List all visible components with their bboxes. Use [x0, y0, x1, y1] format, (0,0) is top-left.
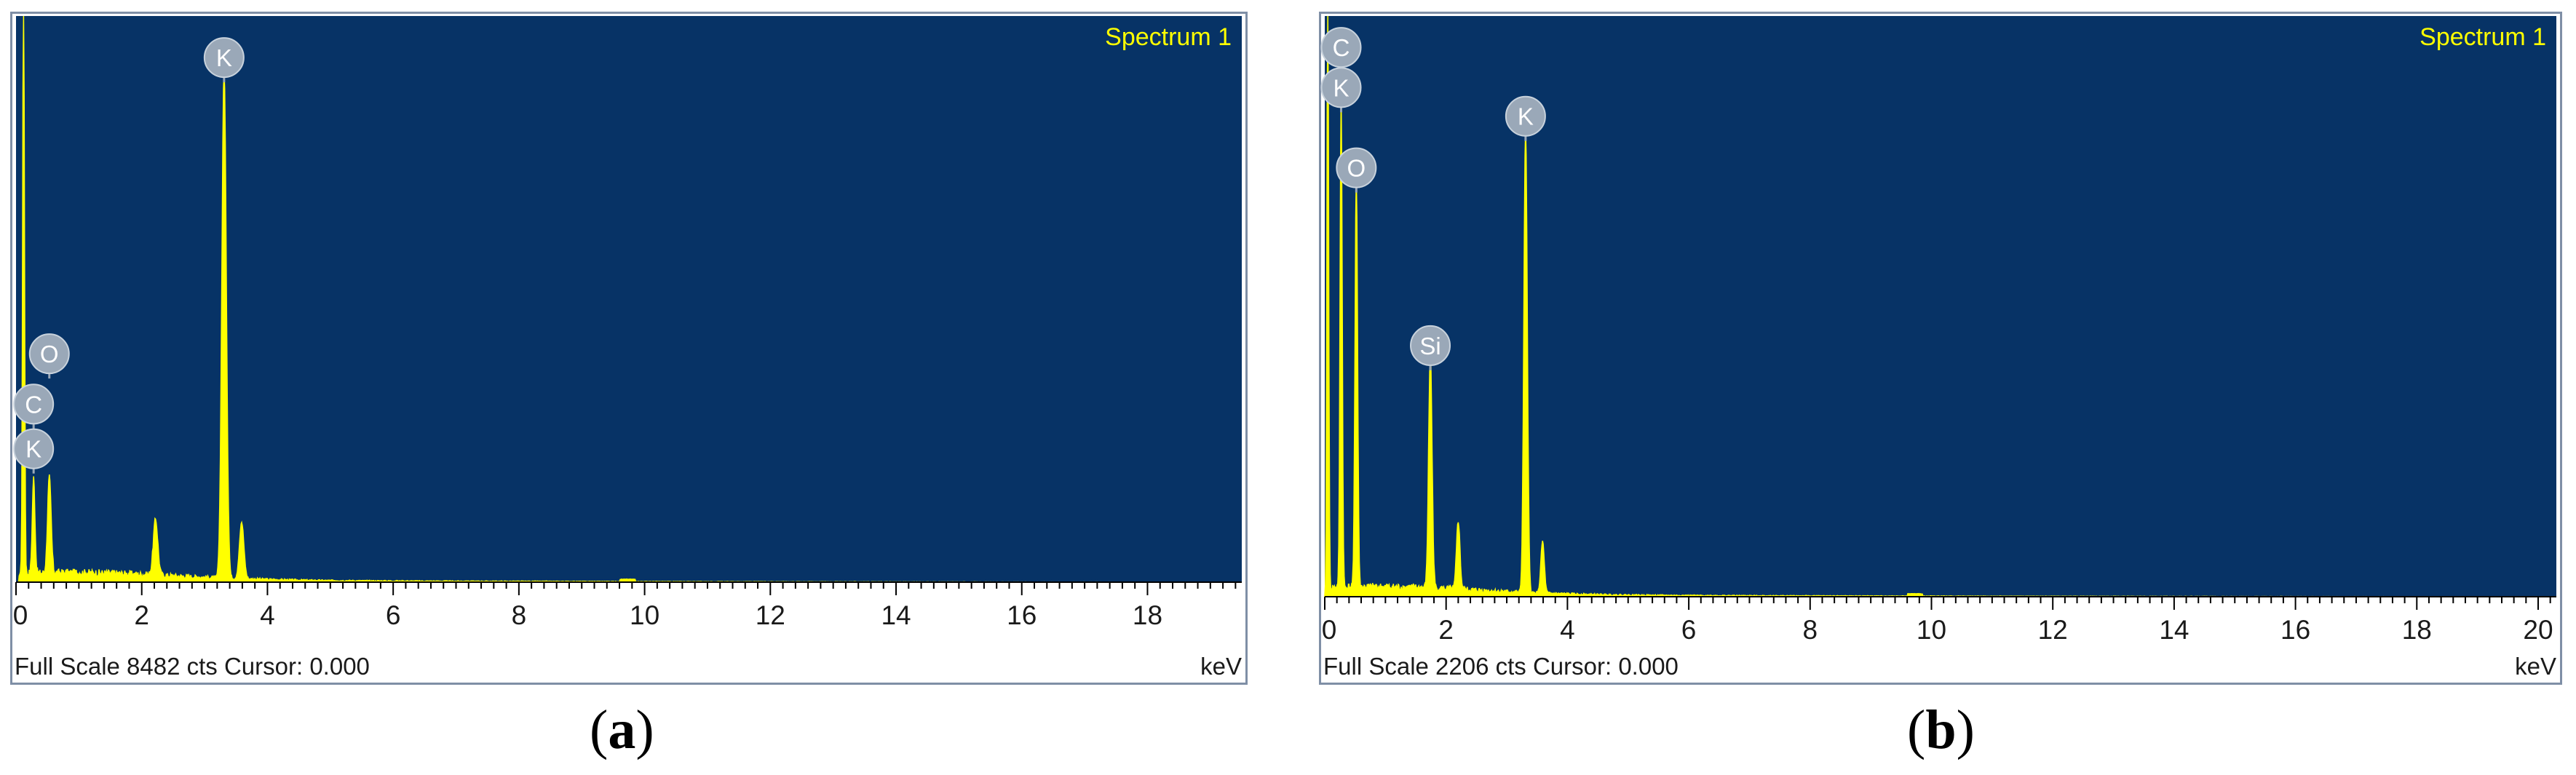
caption-letter-a: a [608, 699, 636, 760]
x-tick-label: 4 [260, 600, 275, 630]
status-line-b: Full Scale 2206 cts Cursor: 0.000 [1323, 653, 1679, 680]
element-badge [13, 383, 55, 425]
element-label: K [216, 44, 232, 71]
element-label: K [25, 436, 41, 463]
x-tick-label: 18 [2402, 615, 2432, 645]
x-tick-label: 2 [134, 600, 149, 630]
element-label: C [25, 391, 42, 418]
x-tick-label: 2 [1438, 615, 1454, 645]
element-badge [28, 333, 70, 375]
element-label: C [1333, 34, 1350, 61]
element-badge [203, 37, 245, 79]
spectrum-panel-b: Spectrum 1 0 2 4 6 8 10 12 14 16 18 20 C K K O Si Full S… [1319, 12, 2562, 685]
x-tick-label: 20 [2523, 615, 2553, 645]
x-tick-label: 0 [1322, 615, 1337, 645]
x-tick-label: 8 [512, 600, 527, 630]
element-label: O [40, 341, 59, 367]
element-badge [1410, 325, 1451, 366]
x-tick-label: 4 [1560, 615, 1575, 645]
element-badge [1505, 95, 1546, 137]
x-tick-label: 10 [630, 600, 659, 630]
x-tick-label: 16 [1007, 600, 1037, 630]
element-label: K [1518, 103, 1534, 130]
spectrum-label: Spectrum 1 [1105, 23, 1232, 51]
plot-area [1325, 16, 2556, 597]
x-tick-label: 14 [2159, 615, 2189, 645]
caption-letter-b: b [1925, 699, 1957, 760]
element-label: K [1333, 74, 1349, 101]
x-tick-label: 0 [13, 600, 28, 630]
caption-a: (a) [590, 699, 654, 760]
axis-unit-b: keV [2515, 653, 2556, 680]
plot-area [16, 16, 1242, 582]
x-tick-label: 12 [2038, 615, 2068, 645]
element-badge [1336, 147, 1377, 188]
element-badge [13, 428, 55, 469]
x-tick-label: 6 [1681, 615, 1697, 645]
x-tick-label: 10 [1917, 615, 1946, 645]
spectrum-panel-a: Spectrum 1 0 2 4 6 8 10 12 14 16 18 K O C K Full Scale… [10, 12, 1248, 685]
status-line-a: Full Scale 8482 cts Cursor: 0.000 [15, 653, 370, 680]
element-label: Si [1419, 333, 1440, 359]
x-tick-label: 12 [756, 600, 785, 630]
spectrum-label: Spectrum 1 [2420, 23, 2546, 51]
x-tick-label: 6 [386, 600, 401, 630]
element-label: O [1347, 155, 1366, 182]
caption-b: (b) [1907, 699, 1975, 760]
x-tick-label: 18 [1133, 600, 1162, 630]
element-badge [1320, 27, 1362, 68]
x-tick-label: 8 [1803, 615, 1818, 645]
x-tick-label: 14 [881, 600, 911, 630]
x-tick-label: 16 [2280, 615, 2310, 645]
axis-unit-a: keV [1200, 653, 1242, 680]
element-badge [1320, 67, 1362, 108]
